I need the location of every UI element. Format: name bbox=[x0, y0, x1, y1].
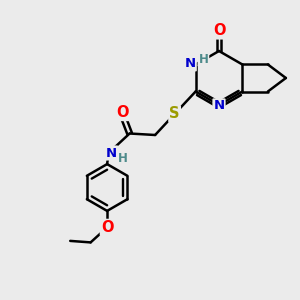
Text: O: O bbox=[213, 23, 225, 38]
Text: H: H bbox=[118, 152, 128, 165]
Text: S: S bbox=[169, 106, 180, 122]
Text: H: H bbox=[199, 52, 208, 66]
Text: N: N bbox=[106, 146, 117, 160]
Text: N: N bbox=[185, 57, 196, 70]
Text: O: O bbox=[101, 220, 113, 235]
Text: O: O bbox=[116, 105, 128, 120]
Text: N: N bbox=[213, 99, 225, 112]
